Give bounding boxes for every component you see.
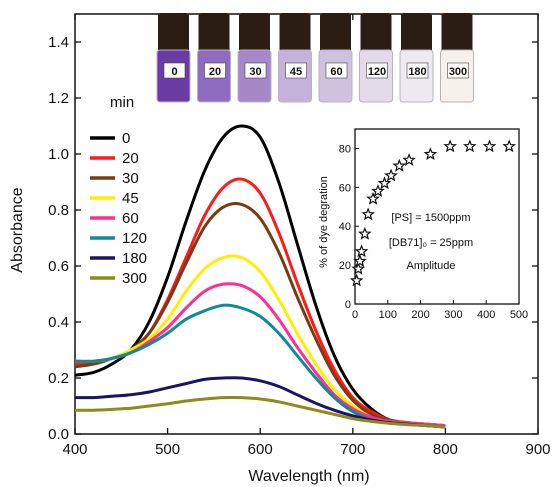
vial-label-patch: [406, 62, 429, 79]
vial-cap: [401, 13, 432, 53]
inset-x-tick-label: 200: [411, 309, 429, 321]
y-tick-label: 0.8: [48, 202, 69, 219]
x-tick-label: 600: [248, 441, 273, 458]
vial-label-patch: [447, 62, 469, 79]
x-axis-label: Wavelength (nm): [248, 468, 369, 485]
legend-label-120: 120: [122, 230, 147, 247]
legend-label-45: 45: [122, 190, 139, 207]
vial-cap: [279, 13, 311, 53]
inset-x-tick-label: 100: [379, 309, 397, 321]
vial-time-label: 120: [368, 66, 386, 78]
vial-photo-strip: 0 20 30 45 60 120 180 300: [156, 13, 474, 103]
inset-data-point: [502, 139, 517, 153]
vial-label-patch: [285, 62, 307, 79]
inset-y-tick-label: 60: [339, 182, 351, 194]
inset-data-point: [366, 191, 380, 205]
y-tick-label: 1.4: [48, 34, 69, 51]
inset-data-point: [402, 152, 416, 166]
x-tick-label: 400: [62, 441, 87, 458]
x-tick-label: 900: [525, 441, 550, 458]
vial-label-patch: [204, 62, 226, 79]
inset-data-point: [377, 176, 392, 190]
inset-annotation-ps: [PS] = 1500ppm: [391, 212, 470, 224]
inset-data-point: [463, 139, 477, 153]
vial-label-patch: [366, 62, 388, 79]
vial-time-label: 20: [209, 66, 221, 78]
inset-chart: 0 100 200 300 400 500 0 20 40 60 80: [339, 128, 528, 321]
inset-data-point: [351, 261, 366, 275]
inset-y-tick-label: 40: [339, 221, 351, 233]
inset-frame: [354, 128, 520, 305]
x-tick-label: 800: [433, 441, 458, 458]
vial-cap: [198, 13, 230, 53]
inset-data-point: [371, 184, 385, 198]
inset-data-point: [443, 139, 458, 153]
vial-cap: [320, 13, 351, 53]
y-tick-label: 0.6: [48, 258, 69, 275]
legend-label-30: 30: [122, 170, 139, 187]
legend-label-300: 300: [122, 270, 147, 287]
inset-x-tick-label: 0: [352, 309, 358, 321]
inset-y-tick-label: 20: [339, 260, 351, 272]
inset-x-tick-label: 300: [444, 309, 462, 321]
legend-label-0: 0: [122, 130, 130, 147]
inset-data-point: [349, 273, 364, 287]
inset-y-axis-label: % of dye degration: [318, 176, 330, 268]
y-tick-label: 1.2: [48, 90, 69, 107]
vial-time-label: 45: [290, 66, 302, 78]
inset-data-point: [384, 168, 398, 182]
y-tick-label: 0.4: [48, 314, 69, 331]
inset-data-point: [361, 207, 375, 221]
inset-annotation-amplitude: Amplitude: [407, 260, 456, 272]
y-tick-label: 0.0: [48, 426, 69, 443]
legend: min 0 20 30 45 60 120 180 300: [90, 94, 147, 287]
vial-label-patch: [163, 62, 186, 79]
inset-x-tick-label: 500: [510, 309, 528, 321]
absorbance-curves: [74, 124, 446, 429]
vial-label-patch: [325, 62, 348, 79]
inset-data-point: [353, 254, 367, 268]
vial-time-label: 180: [408, 66, 426, 78]
x-tick-label: 500: [155, 441, 180, 458]
y-axis-label: Absorbance: [9, 187, 26, 272]
series-line-300: [74, 395, 446, 429]
series-line-60: [74, 282, 446, 428]
vial-cap: [239, 13, 270, 53]
x-tick-label: 700: [340, 441, 365, 458]
inset-data-point: [357, 226, 372, 240]
inset-data-point: [423, 147, 438, 161]
vial-label-patch: [244, 62, 267, 79]
y-tick-label: 0.2: [48, 370, 69, 387]
inset-data-point: [482, 139, 497, 153]
legend-label-60: 60: [122, 210, 139, 227]
legend-label-180: 180: [122, 250, 147, 267]
vial-time-label: 0: [171, 66, 177, 78]
y-tick-label: 1.0: [48, 146, 69, 163]
inset-x-tick-label: 400: [477, 309, 495, 321]
vial-cap: [360, 13, 392, 53]
inset-y-tick-label: 80: [339, 143, 351, 155]
vial-time-label: 300: [449, 66, 467, 78]
inset-data-point: [392, 158, 407, 172]
vial-cap: [158, 13, 189, 53]
inset-annotation-dye: [DB71]₀ = 25ppm: [389, 237, 473, 249]
vial-cap: [441, 13, 473, 53]
main-plot-area: 400 500 600 700 800 9000.00.20.40.60.81.01.21…: [48, 13, 551, 458]
legend-title: min: [110, 94, 134, 111]
inset-data-point: [354, 244, 369, 258]
inset-y-tick-label: 0: [345, 299, 351, 311]
vial-time-label: 30: [249, 66, 261, 78]
legend-label-20: 20: [122, 150, 139, 167]
vial-time-label: 60: [330, 66, 342, 78]
